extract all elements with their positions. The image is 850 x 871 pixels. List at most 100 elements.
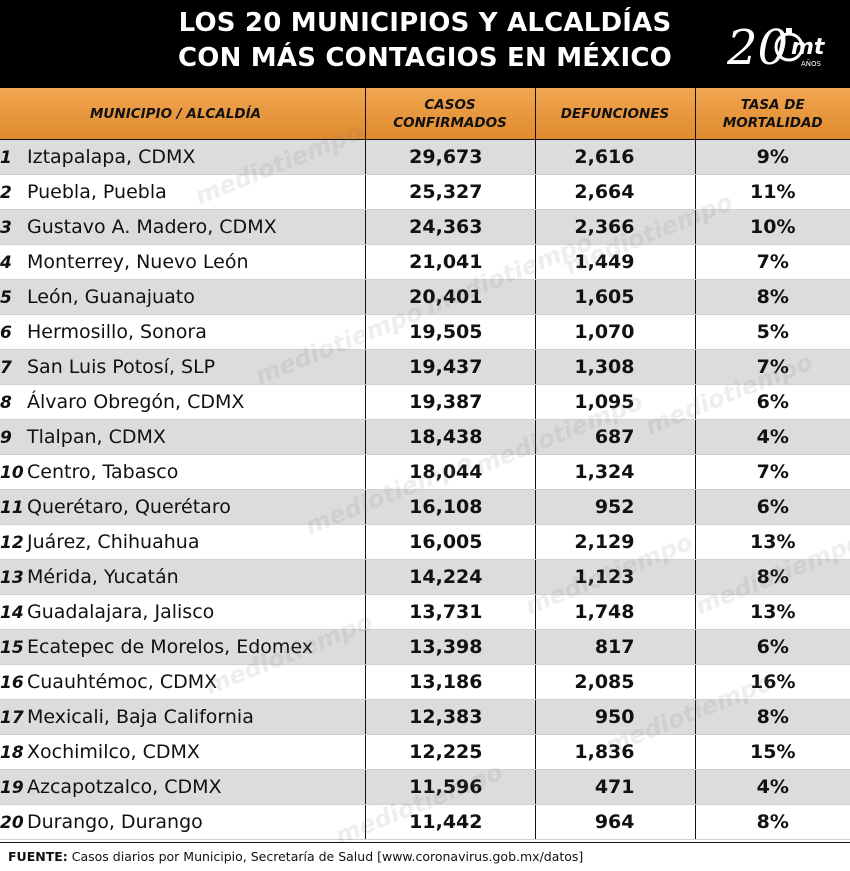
municipio-name: San Luis Potosí, SLP — [27, 356, 216, 378]
row-rank: 6 — [0, 323, 12, 343]
table-row: 1 Iztapalapa, CDMX 29,673 2,616 9% — [0, 139, 850, 175]
source-footer: FUENTE: Casos diarios por Municipio, Sec… — [0, 842, 850, 871]
cell-tasa: 5% — [695, 314, 850, 350]
cell-casos: 12,383 — [365, 699, 536, 735]
municipio-name: Xochimilco, CDMX — [27, 741, 200, 763]
table-row: 12 Juárez, Chihuahua 16,005 2,129 13% — [0, 524, 850, 560]
source-text: FUENTE: Casos diarios por Municipio, Sec… — [8, 849, 583, 864]
logo-suffix: AÑOS — [801, 59, 822, 68]
cell-tasa: 9% — [695, 139, 850, 175]
cell-municipio: 12 Juárez, Chihuahua — [0, 524, 366, 560]
data-table: MUNICIPIO / ALCALDÍA CASOS CONFIRMADOS D… — [0, 88, 850, 840]
municipio-name: Tlalpan, CDMX — [27, 426, 166, 448]
cell-municipio: 17 Mexicali, Baja California — [0, 699, 366, 735]
row-rank: 4 — [0, 253, 12, 273]
cell-municipio: 9 Tlalpan, CDMX — [0, 419, 366, 455]
cell-tasa: 10% — [695, 209, 850, 245]
mt-anniversary-logo: 20 mt AÑOS — [727, 16, 827, 72]
cell-municipio: 11 Querétaro, Querétaro — [0, 489, 366, 525]
cell-casos: 13,731 — [365, 594, 536, 630]
cell-casos: 13,186 — [365, 664, 536, 700]
header-casos: CASOS CONFIRMADOS — [365, 88, 536, 140]
cell-municipio: 1 Iztapalapa, CDMX — [0, 139, 366, 175]
cell-defunciones: 964 — [535, 804, 696, 840]
row-rank: 7 — [0, 358, 12, 378]
cell-defunciones: 2,664 — [535, 174, 696, 210]
cell-casos: 24,363 — [365, 209, 536, 245]
cell-municipio: 6 Hermosillo, Sonora — [0, 314, 366, 350]
cell-defunciones: 1,836 — [535, 734, 696, 770]
row-rank: 13 — [0, 568, 24, 588]
cell-tasa: 11% — [695, 174, 850, 210]
cell-defunciones: 1,605 — [535, 279, 696, 315]
municipio-name: Querétaro, Querétaro — [27, 496, 231, 518]
row-rank: 16 — [0, 673, 24, 693]
cell-tasa: 4% — [695, 419, 850, 455]
row-rank: 8 — [0, 393, 12, 413]
title-line-2: CON MÁS CONTAGIOS EN MÉXICO — [178, 43, 672, 73]
cell-municipio: 14 Guadalajara, Jalisco — [0, 594, 366, 630]
cell-municipio: 10 Centro, Tabasco — [0, 454, 366, 490]
row-rank: 12 — [0, 533, 24, 553]
row-rank: 1 — [0, 148, 12, 168]
municipio-name: Centro, Tabasco — [27, 461, 179, 483]
municipio-name: Mexicali, Baja California — [27, 706, 254, 728]
municipio-name: Hermosillo, Sonora — [27, 321, 207, 343]
stopwatch-icon — [774, 28, 804, 62]
cell-tasa: 15% — [695, 734, 850, 770]
cell-defunciones: 2,366 — [535, 209, 696, 245]
cell-defunciones: 817 — [535, 629, 696, 665]
cell-municipio: 8 Álvaro Obregón, CDMX — [0, 384, 366, 420]
header-tasa-label: TASA DE MORTALIDAD — [722, 96, 823, 131]
municipio-name: Mérida, Yucatán — [27, 566, 179, 588]
cell-defunciones: 471 — [535, 769, 696, 805]
row-rank: 15 — [0, 638, 24, 658]
cell-casos: 20,401 — [365, 279, 536, 315]
table-row: 4 Monterrey, Nuevo León 21,041 1,449 7% — [0, 244, 850, 280]
cell-defunciones: 2,085 — [535, 664, 696, 700]
cell-defunciones: 952 — [535, 489, 696, 525]
cell-municipio: 5 León, Guanajuato — [0, 279, 366, 315]
table-row: 5 León, Guanajuato 20,401 1,605 8% — [0, 279, 850, 315]
cell-defunciones: 1,308 — [535, 349, 696, 385]
municipio-name: Ecatepec de Morelos, Edomex — [27, 636, 314, 658]
table-row: 20 Durango, Durango 11,442 964 8% — [0, 804, 850, 840]
header-casos-label: CASOS CONFIRMADOS — [393, 96, 507, 131]
municipio-name: Álvaro Obregón, CDMX — [27, 391, 245, 413]
cell-defunciones: 1,070 — [535, 314, 696, 350]
cell-municipio: 13 Mérida, Yucatán — [0, 559, 366, 595]
municipio-name: Juárez, Chihuahua — [27, 531, 200, 553]
cell-tasa: 8% — [695, 559, 850, 595]
row-rank: 20 — [0, 813, 24, 833]
header-tasa: TASA DE MORTALIDAD — [695, 88, 850, 140]
municipio-name: Durango, Durango — [27, 811, 203, 833]
chart-title: LOS 20 MUNICIPIOS Y ALCALDÍAS CON MÁS CO… — [0, 6, 850, 76]
cell-municipio: 19 Azcapotzalco, CDMX — [0, 769, 366, 805]
municipio-name: León, Guanajuato — [27, 286, 195, 308]
cell-municipio: 20 Durango, Durango — [0, 804, 366, 840]
cell-casos: 11,442 — [365, 804, 536, 840]
cell-municipio: 7 San Luis Potosí, SLP — [0, 349, 366, 385]
row-rank: 9 — [0, 428, 12, 448]
cell-defunciones: 2,129 — [535, 524, 696, 560]
row-rank: 17 — [0, 708, 24, 728]
table-row: 7 San Luis Potosí, SLP 19,437 1,308 7% — [0, 349, 850, 385]
table-row: 8 Álvaro Obregón, CDMX 19,387 1,095 6% — [0, 384, 850, 420]
cell-defunciones: 1,095 — [535, 384, 696, 420]
municipio-name: Puebla, Puebla — [27, 181, 167, 203]
cell-tasa: 4% — [695, 769, 850, 805]
cell-casos: 16,005 — [365, 524, 536, 560]
cell-tasa: 6% — [695, 629, 850, 665]
table-row: 14 Guadalajara, Jalisco 13,731 1,748 13% — [0, 594, 850, 630]
cell-tasa: 13% — [695, 524, 850, 560]
cell-casos: 16,108 — [365, 489, 536, 525]
cell-tasa: 16% — [695, 664, 850, 700]
cell-defunciones: 1,449 — [535, 244, 696, 280]
cell-tasa: 7% — [695, 349, 850, 385]
municipio-name: Cuauhtémoc, CDMX — [27, 671, 218, 693]
table-row: 16 Cuauhtémoc, CDMX 13,186 2,085 16% — [0, 664, 850, 700]
cell-defunciones: 950 — [535, 699, 696, 735]
cell-tasa: 13% — [695, 594, 850, 630]
cell-casos: 19,387 — [365, 384, 536, 420]
row-rank: 2 — [0, 183, 12, 203]
